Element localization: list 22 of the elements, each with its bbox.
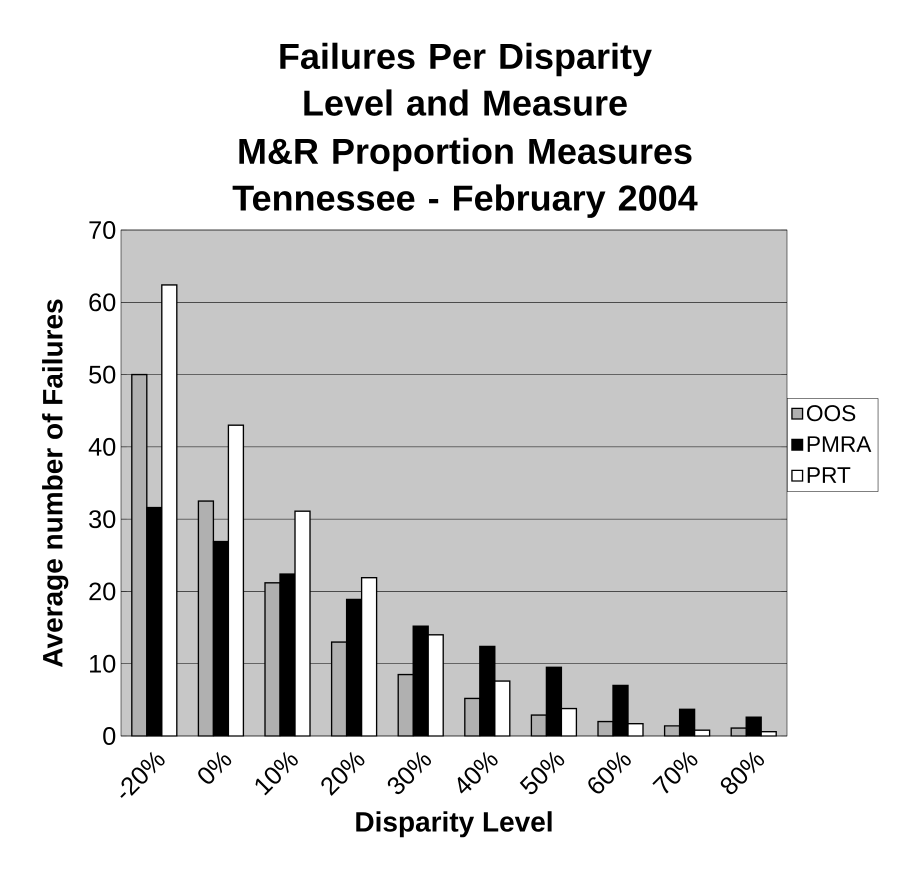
x-tick-label: 40% <box>458 752 498 794</box>
x-tick-label: 30% <box>388 752 432 794</box>
y-tick-label: 0 <box>103 727 116 745</box>
y-tick-label: 10 <box>90 654 116 673</box>
y-tick-label: 30 <box>89 510 116 528</box>
x-tick-label: 60% <box>588 752 631 794</box>
y-tick-label: 40 <box>88 438 116 456</box>
y-tick-label: 20 <box>89 582 116 600</box>
legend-label: PMRA <box>808 436 872 452</box>
x-tick-label: 80% <box>720 752 764 794</box>
y-axis-title: Average number of Failures <box>42 300 68 667</box>
legend-label: OOS <box>806 405 856 422</box>
chart-title: Failures Per Disparity Level and Measure <box>280 42 652 116</box>
x-tick-label: 0% <box>198 752 232 784</box>
x-tick-label: 50% <box>520 752 564 794</box>
x-tick-label: 70% <box>652 752 698 794</box>
y-tick-label: 70 <box>89 221 116 239</box>
x-axis-title: Disparity Level <box>356 811 552 838</box>
chart-subtitle: M&R Proportion Measures Tennessee - February 2004 <box>232 138 698 218</box>
legend-label: PRT <box>808 467 850 483</box>
y-tick-label: 60 <box>89 293 116 312</box>
y-tick-label: 50 <box>89 366 116 384</box>
